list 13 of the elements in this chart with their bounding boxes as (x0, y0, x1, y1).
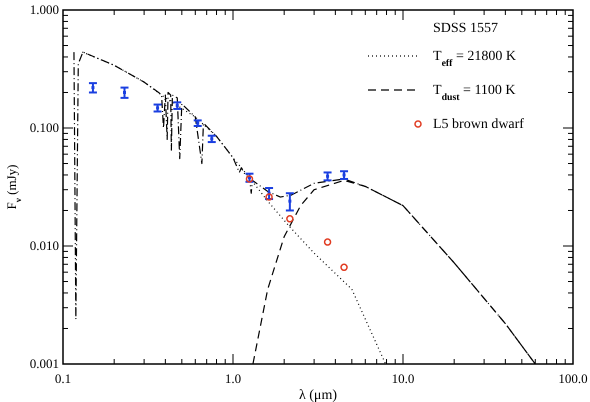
x-tick-label: 1.0 (224, 371, 242, 386)
x-tick-label: 0.1 (54, 371, 72, 386)
y-tick-label: 0.001 (30, 356, 59, 371)
legend-label: T$_{eff}$ = 21800 K (433, 49, 516, 68)
x-tick-label: 10.0 (392, 371, 414, 386)
y-tick-label: 1.000 (30, 2, 59, 17)
legend-title: SDSS 1557 (433, 21, 498, 36)
legend-label: T$_{dust}$ = 1100 K (433, 83, 516, 102)
legend-label: L5 brown dwarf (433, 117, 524, 132)
y-tick-label: 0.010 (30, 238, 59, 253)
y-tick-label: 0.100 (30, 120, 59, 135)
x-tick-label: 100.0 (558, 371, 588, 386)
x-axis-title: λ (μm) (298, 388, 338, 402)
